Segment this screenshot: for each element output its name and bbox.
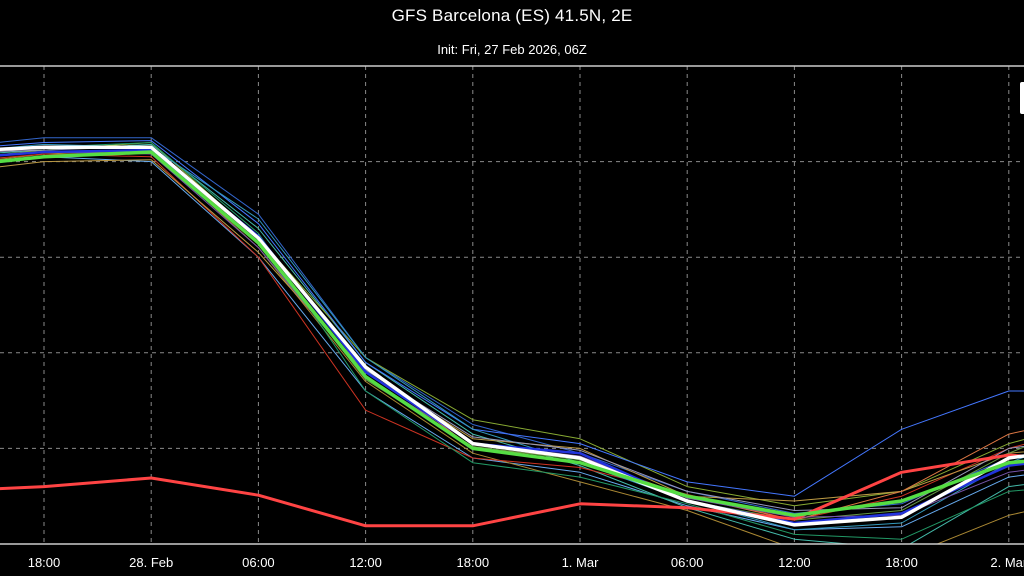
x-tick-label: 28. Feb [129, 555, 173, 570]
x-tick-label: 2. Mar [990, 555, 1024, 570]
x-tick-label: 06:00 [242, 555, 275, 570]
x-tick-label: 06:00 [671, 555, 704, 570]
series-line-5 [0, 156, 1024, 531]
series-line-6 [0, 143, 1024, 544]
chart-subtitle: Init: Fri, 27 Feb 2026, 06Z [437, 42, 587, 57]
x-tick-label: 18:00 [28, 555, 61, 570]
series-line-15 [0, 149, 1024, 521]
series-line-16 [0, 151, 1024, 518]
series-line-13 [0, 151, 1024, 521]
x-tick-label: 1. Mar [562, 555, 600, 570]
grid [0, 66, 1024, 544]
series-group [0, 137, 1024, 544]
series-line-14 [0, 143, 1024, 531]
series-line-7 [0, 149, 1024, 544]
chart-title: GFS Barcelona (ES) 41.5N, 2E [391, 6, 633, 25]
series-line-3 [0, 148, 1024, 525]
series-line-12 [0, 142, 1024, 540]
series-line-10 [0, 140, 1024, 497]
x-tick-label: 12:00 [349, 555, 382, 570]
x-axis-ticks: 18:00 28. Feb 06:00 12:00 18:00 1. Mar 06:00 12… [28, 555, 1024, 570]
legend-box [1020, 82, 1024, 114]
series-line-4 [0, 137, 1024, 514]
x-tick-label: 12:00 [778, 555, 811, 570]
x-tick-label: 18:00 [457, 555, 490, 570]
series-line-1 [0, 453, 1024, 528]
series-line-2 [0, 150, 1024, 518]
series-line-0 [0, 145, 1024, 527]
x-tick-label: 18:00 [885, 555, 918, 570]
series-line-8 [0, 153, 1024, 521]
series-line-17 [0, 145, 1024, 511]
